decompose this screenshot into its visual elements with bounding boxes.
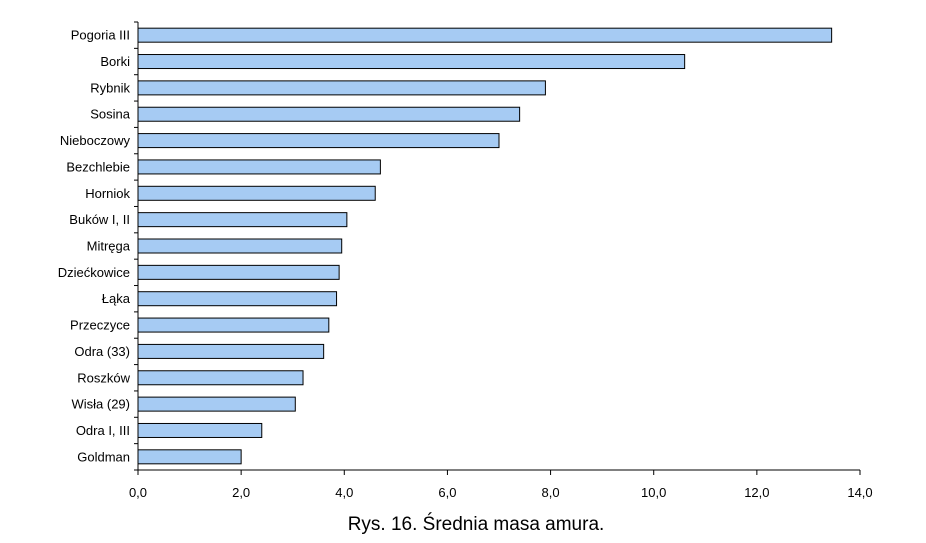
bar <box>137 185 376 201</box>
x-tick-label: 2,0 <box>232 485 250 500</box>
x-tick-label: 0,0 <box>129 485 147 500</box>
bars <box>137 27 833 465</box>
bar <box>137 133 500 149</box>
x-tick-label: 8,0 <box>542 485 560 500</box>
bar <box>137 264 340 280</box>
bar <box>137 291 338 307</box>
x-tick-label: 14,0 <box>847 485 872 500</box>
category-label: Borki <box>100 54 130 69</box>
category-label: Bezchlebie <box>66 159 130 174</box>
bar <box>137 449 242 465</box>
category-label: Buków I, II <box>69 212 130 227</box>
bar <box>137 159 381 175</box>
x-tick-label: 4,0 <box>335 485 353 500</box>
x-tick-label: 6,0 <box>438 485 456 500</box>
bar <box>137 238 343 254</box>
x-tick-label: 12,0 <box>744 485 769 500</box>
bar <box>137 343 325 359</box>
bar <box>137 212 348 228</box>
category-label: Odra I, III <box>76 423 130 438</box>
category-label: Rybnik <box>90 80 130 95</box>
bar <box>137 396 296 412</box>
category-label: Odra (33) <box>74 344 130 359</box>
bar <box>137 106 521 122</box>
category-label: Goldman <box>77 449 130 464</box>
category-label: Wisła (29) <box>71 397 130 412</box>
bar <box>137 422 263 438</box>
bar <box>137 54 686 70</box>
chart-caption: Rys. 16. Średnia masa amura. <box>348 513 605 535</box>
y-ticks <box>134 21 138 471</box>
bar <box>137 80 546 96</box>
category-label: Nieboczowy <box>60 133 131 148</box>
category-label: Przeczyce <box>70 318 130 333</box>
category-label: Mitręga <box>87 239 131 254</box>
x-ticks: 0,0 2,0 4,0 6,0 8,0 10,0 12,0 14,0 <box>129 470 873 500</box>
bar <box>137 370 304 386</box>
category-label: Pogoria III <box>71 28 130 43</box>
bar <box>137 317 330 333</box>
category-label: Sosina <box>90 107 131 122</box>
category-label: Dziećkowice <box>58 265 130 280</box>
x-tick-label: 10,0 <box>641 485 666 500</box>
bar <box>137 27 833 43</box>
category-labels: Pogoria III Borki Rybnik Sosina Nieboczowy Be… <box>58 28 131 465</box>
category-label: Horniok <box>85 186 130 201</box>
category-label: Łąka <box>102 291 131 306</box>
category-label: Roszków <box>77 370 130 385</box>
